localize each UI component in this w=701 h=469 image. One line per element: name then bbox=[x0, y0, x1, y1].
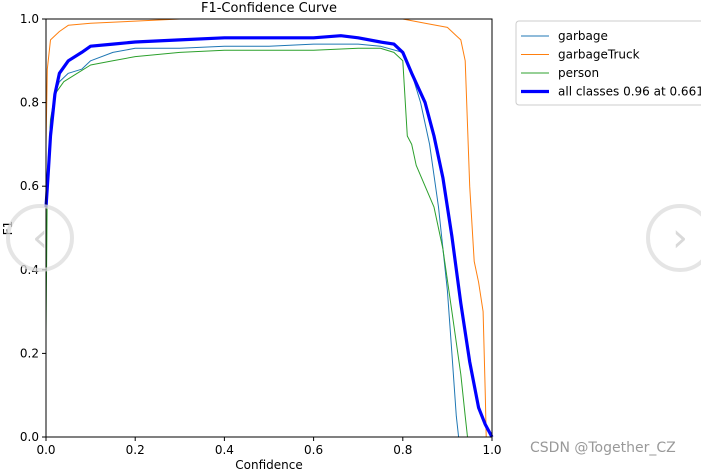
plot-frame bbox=[45, 18, 493, 438]
x-axis-label: Confidence bbox=[235, 458, 302, 469]
legend-label: person bbox=[558, 66, 599, 80]
x-tick-label: 0.2 bbox=[126, 443, 145, 457]
y-tick-label: 1.0 bbox=[20, 12, 39, 26]
watermark: CSDN @Together_CZ bbox=[530, 440, 676, 456]
chart-title: F1-Confidence Curve bbox=[201, 1, 337, 16]
legend: garbage garbageTruck person all classes 0.9… bbox=[515, 20, 701, 106]
chevron-right-icon: › bbox=[672, 215, 688, 261]
series-line-1 bbox=[45, 18, 487, 438]
next-image-button[interactable]: › bbox=[646, 204, 701, 272]
legend-label: all classes 0.96 at 0.661 bbox=[558, 85, 701, 99]
x-tick-label: 0.8 bbox=[393, 443, 412, 457]
x-tick-label: 1.0 bbox=[482, 443, 501, 457]
x-tick-label: 0.4 bbox=[215, 443, 234, 457]
x-tick-label: 0.0 bbox=[36, 443, 55, 457]
series-line-3 bbox=[44, 34, 494, 438]
x-axis-ticks: 0.0 0.2 0.4 0.6 0.8 1.0 bbox=[36, 437, 502, 457]
previous-image-button[interactable]: ‹ bbox=[6, 204, 74, 272]
y-tick-label: 0.0 bbox=[20, 430, 39, 444]
legend-label: garbage bbox=[558, 29, 608, 43]
y-tick-label: 0.2 bbox=[20, 346, 39, 360]
legend-box bbox=[515, 20, 701, 106]
x-tick-label: 0.6 bbox=[304, 443, 323, 457]
plot-lines bbox=[44, 18, 494, 438]
series-line-2 bbox=[45, 47, 468, 438]
y-tick-label: 0.6 bbox=[20, 179, 39, 193]
legend-label: garbageTruck bbox=[558, 48, 640, 62]
y-tick-label: 0.8 bbox=[20, 96, 39, 110]
series-line-0 bbox=[45, 43, 460, 438]
chevron-left-icon: ‹ bbox=[32, 215, 48, 261]
